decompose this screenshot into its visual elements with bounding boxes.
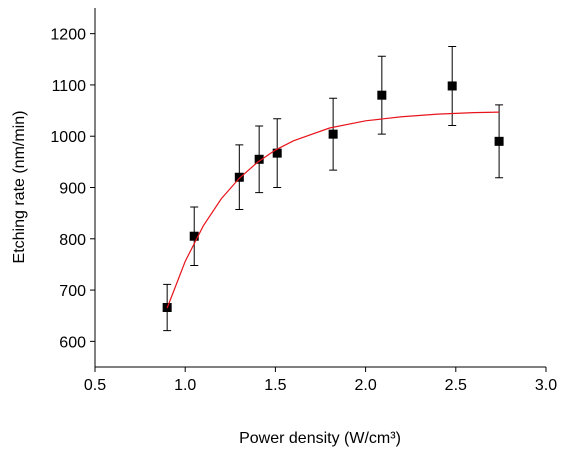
y-axis-label: Etching rate (nm/min) <box>11 111 28 264</box>
y-tick-label: 1200 <box>50 27 86 44</box>
x-tick-label: 1.0 <box>174 377 196 394</box>
y-tick-label: 700 <box>59 283 86 300</box>
y-tick-label: 1100 <box>52 78 87 95</box>
x-tick-label: 0.5 <box>84 377 106 394</box>
point <box>377 90 387 100</box>
point <box>328 129 338 139</box>
fit-line <box>166 111 500 309</box>
y-tick-label: 1000 <box>50 129 86 146</box>
y-tick-label: 600 <box>59 334 86 351</box>
x-tick-label: 2.5 <box>445 377 467 394</box>
point <box>189 231 199 241</box>
y-tick-label: 900 <box>59 181 86 198</box>
point <box>272 148 282 158</box>
point <box>254 154 264 164</box>
x-tick-label: 2.0 <box>354 377 376 394</box>
x-axis-label: Power density (W/cm³) <box>239 430 401 447</box>
point <box>234 172 244 182</box>
y-tick-label: 800 <box>59 232 86 249</box>
x-tick-label: 3.0 <box>535 377 557 394</box>
x-tick-label: 1.5 <box>264 377 286 394</box>
point <box>447 81 457 91</box>
point <box>494 136 504 146</box>
